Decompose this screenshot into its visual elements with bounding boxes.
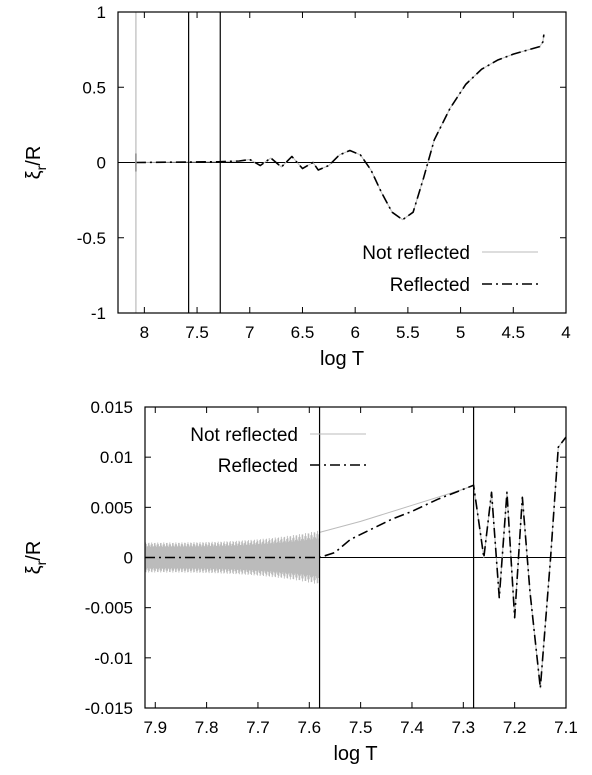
y-axis-label-main: ξ [23,565,45,574]
top-panel: 8 7.5 7 6.5 6 5.5 5 4.5 4 1 0.5 0 -0.5 -1 log T ξr/R Not… [23,3,571,370]
legend-label: Not reflected [190,425,298,446]
y-tick-label: -0.01 [94,649,133,668]
y-axis-label-tail: /R [23,146,45,166]
x-tick-label: 6 [350,323,359,342]
y-tick-label: 1 [97,3,106,22]
plot-area [145,436,566,689]
y-axis-label: ξr/R [23,146,49,180]
y-tick-label: -0.005 [85,599,133,618]
y-tick-label: -1 [91,304,106,323]
legend-label: Not reflected [362,243,470,264]
x-tick-label: 7.8 [195,718,219,737]
x-tick-label: 4 [561,323,570,342]
y-tick-label: -0.015 [85,699,133,718]
y-tick-label: 0 [124,549,133,568]
legend-label: Reflected [218,456,298,477]
x-tick-label: 5 [456,323,465,342]
legend-label: Reflected [390,275,470,296]
x-axis-label: log T [320,348,364,370]
x-tick-label: 7.6 [297,718,321,737]
bottom-panel: 7.9 7.8 7.7 7.6 7.5 7.4 7.3 7.2 7.1 0.015 0.01 0.00… [23,398,578,765]
x-tick-label: 7 [245,323,254,342]
y-axis-label-tail: /R [23,541,45,561]
y-axis-label-sub: r [33,560,49,565]
y-tick-label: -0.5 [77,229,106,248]
series-line-not-reflected [319,436,566,689]
y-tick-label: 0.01 [100,448,133,467]
y-axis-label-main: ξ [23,170,45,179]
series-line-not-reflected [135,34,545,221]
x-tick-label: 7.7 [246,718,270,737]
x-tick-label: 6.5 [291,323,315,342]
x-tick-label: 7.1 [554,718,578,737]
x-tick-label: 7.2 [503,718,527,737]
series-line-reflected [135,34,545,221]
x-tick-label: 5.5 [396,323,420,342]
x-tick-label: 8 [140,323,149,342]
y-axis-label: ξr/R [23,541,49,575]
y-tick-label: 0.015 [90,398,133,417]
x-tick-label: 7.4 [400,718,424,737]
x-axis-label: log T [333,743,377,765]
x-tick-label: 7.9 [143,718,167,737]
x-tick-label: 7.5 [349,718,373,737]
x-tick-label: 7.5 [185,323,209,342]
y-tick-label: 0 [97,154,106,173]
plot-area [118,34,566,221]
y-axis-label-sub: r [33,165,49,170]
x-tick-label: 4.5 [501,323,525,342]
y-tick-label: 0.5 [82,78,106,97]
x-tick-label: 7.3 [451,718,475,737]
series-line-reflected [145,436,566,689]
y-tick-label: 0.005 [90,498,133,517]
noise-band [145,530,321,584]
